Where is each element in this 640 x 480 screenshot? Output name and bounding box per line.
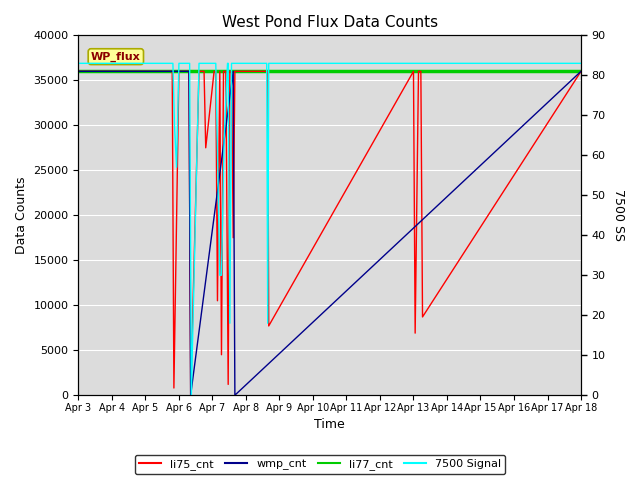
Legend: li75_cnt, wmp_cnt, li77_cnt, 7500 Signal: li75_cnt, wmp_cnt, li77_cnt, 7500 Signal (135, 455, 505, 474)
X-axis label: Time: Time (314, 419, 345, 432)
Y-axis label: 7500 SS: 7500 SS (612, 189, 625, 241)
Title: West Pond Flux Data Counts: West Pond Flux Data Counts (221, 15, 438, 30)
Text: WP_flux: WP_flux (91, 51, 141, 62)
Y-axis label: Data Counts: Data Counts (15, 177, 28, 254)
